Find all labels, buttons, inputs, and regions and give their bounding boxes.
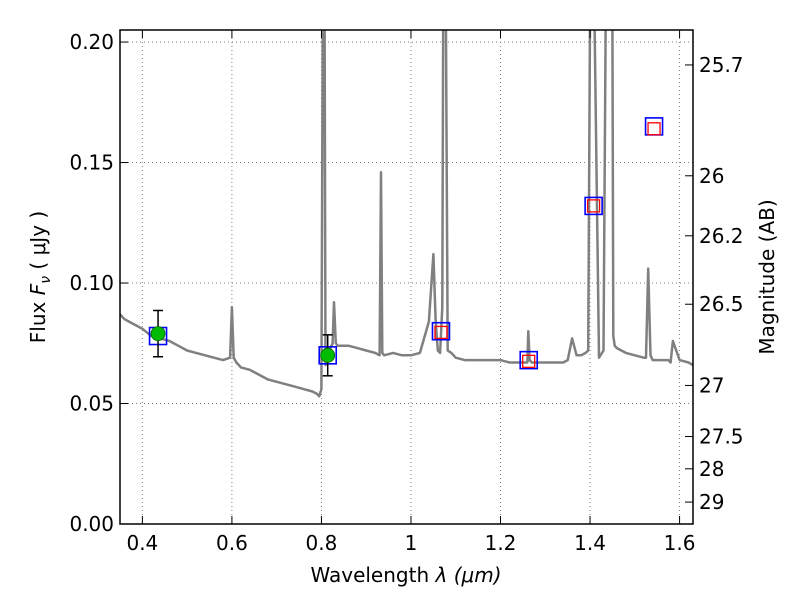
observed-flux-point — [320, 347, 336, 363]
observed-flux-point — [150, 326, 166, 342]
y-tick-label: 0.15 — [69, 151, 114, 175]
x-tick-label: 0.8 — [306, 531, 338, 555]
model-spectrum — [120, 30, 693, 398]
upper-limit-marker — [434, 325, 448, 340]
upper-limit-marker — [647, 122, 661, 136]
magnitude-axis-ticks: 25.7 26 26.2 26.5 27 27.5 28 29 — [685, 53, 744, 514]
x-tick-label: 1.6 — [664, 531, 696, 555]
upper-limit-marker — [586, 199, 601, 213]
magnitude-axis-label: Magnitude (AB) — [755, 199, 779, 354]
magnitude-tick-label: 26.5 — [699, 292, 744, 316]
x-tick-label: 1 — [405, 531, 418, 555]
y-tick-label: 0.00 — [69, 512, 114, 536]
plot-frame — [119, 29, 694, 525]
y-axis-ticks: 0.00 0.05 0.10 0.15 0.20 — [69, 30, 128, 536]
magnitude-tick-label: 27 — [699, 373, 724, 397]
x-axis-label: Wavelength λ (μm) — [310, 563, 501, 587]
x-tick-label: 1.2 — [485, 531, 517, 555]
model-photometry-box — [584, 196, 603, 216]
model-spectrum-line — [120, 30, 693, 398]
magnitude-tick-label: 26.2 — [699, 224, 744, 248]
model-photometry-box — [519, 350, 539, 370]
y-tick-label: 0.20 — [69, 30, 114, 54]
photometry-points — [148, 117, 664, 377]
x-tick-label: 1.4 — [574, 531, 606, 555]
x-tick-label: 0.6 — [216, 531, 248, 555]
x-axis-ticks: 0.4 0.6 0.8 1 1.2 1.4 1.6 — [126, 30, 695, 555]
grid-lines — [120, 30, 693, 525]
y-tick-label: 0.05 — [69, 392, 114, 416]
x-tick-label: 0.4 — [126, 531, 158, 555]
magnitude-tick-label: 27.5 — [699, 425, 744, 449]
magnitude-tick-label: 26 — [699, 164, 724, 188]
magnitude-tick-label: 28 — [699, 457, 724, 481]
magnitude-tick-label: 25.7 — [699, 53, 744, 77]
y-tick-label: 0.10 — [69, 271, 114, 295]
y-axis-label: Flux Fν ( μJy ) — [26, 211, 54, 343]
upper-limit-marker — [522, 354, 536, 368]
model-photometry-box — [431, 321, 451, 341]
magnitude-tick-label: 29 — [699, 490, 724, 514]
